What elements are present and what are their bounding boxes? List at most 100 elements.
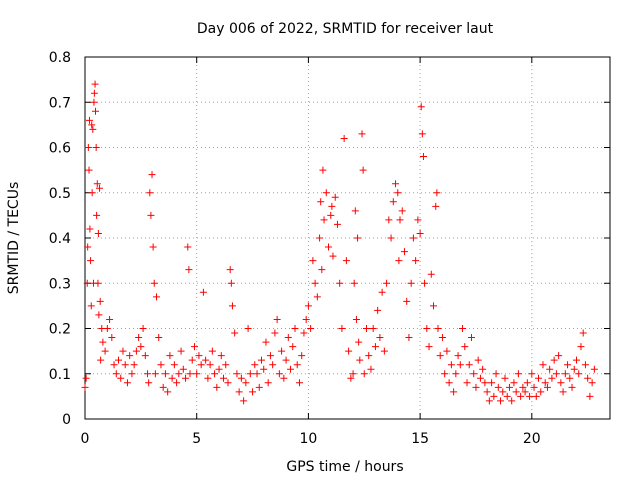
data-point xyxy=(443,347,451,355)
data-point xyxy=(94,229,102,237)
data-point xyxy=(123,379,131,387)
data-point xyxy=(108,334,116,342)
data-point xyxy=(84,144,92,151)
data-point xyxy=(590,365,598,373)
data-point xyxy=(112,370,120,378)
data-point xyxy=(231,329,239,337)
data-point xyxy=(170,361,178,369)
data-point xyxy=(208,347,216,355)
data-point xyxy=(395,257,403,265)
data-point xyxy=(342,257,350,265)
data-point xyxy=(237,374,245,382)
data-point xyxy=(483,388,491,396)
data-point xyxy=(345,347,353,355)
data-point xyxy=(365,352,373,360)
data-point xyxy=(266,352,274,360)
data-point xyxy=(561,370,569,378)
data-point xyxy=(91,80,99,88)
data-point xyxy=(121,361,129,369)
grid-lines xyxy=(85,57,610,419)
data-point xyxy=(499,388,507,396)
data-point xyxy=(394,189,402,197)
data-point xyxy=(87,302,95,310)
data-point xyxy=(86,225,94,233)
data-point xyxy=(206,361,214,369)
data-point xyxy=(452,370,460,378)
data-point xyxy=(186,370,194,378)
data-point xyxy=(432,202,440,210)
data-point xyxy=(519,383,527,391)
data-point xyxy=(253,370,261,378)
y-tick-label: 0.7 xyxy=(49,95,71,111)
data-point xyxy=(380,347,388,355)
data-point xyxy=(103,325,111,332)
data-point xyxy=(95,311,103,319)
data-point xyxy=(184,243,192,251)
data-point xyxy=(398,207,406,215)
x-axis-label: GPS time / hours xyxy=(286,459,403,475)
chart-title: Day 006 of 2022, SRMTID for receiver lau… xyxy=(197,21,494,37)
data-point xyxy=(552,370,560,378)
data-point xyxy=(436,352,444,360)
data-point xyxy=(403,297,411,305)
data-point xyxy=(584,374,592,382)
data-point xyxy=(532,392,540,400)
data-point xyxy=(505,383,513,391)
data-point xyxy=(222,361,230,369)
data-point xyxy=(242,379,250,387)
data-point xyxy=(559,388,567,396)
data-point xyxy=(197,361,205,369)
data-point xyxy=(262,338,270,346)
data-point xyxy=(485,397,493,405)
data-point xyxy=(371,343,379,351)
data-point xyxy=(90,89,98,97)
x-tick-label: 5 xyxy=(192,431,201,447)
data-point xyxy=(349,370,357,378)
data-point xyxy=(456,361,464,369)
data-point xyxy=(362,325,370,332)
data-point xyxy=(94,279,102,287)
data-point xyxy=(539,361,547,369)
y-axis-label: SRMTID / TECUs xyxy=(6,182,22,295)
data-point xyxy=(450,388,458,396)
data-point xyxy=(190,343,198,351)
data-point xyxy=(251,361,259,369)
data-points xyxy=(81,80,598,405)
data-point xyxy=(528,370,536,378)
data-point xyxy=(530,383,538,391)
data-point xyxy=(280,374,288,382)
data-point xyxy=(548,374,556,382)
data-point xyxy=(185,266,193,274)
data-point xyxy=(257,356,265,364)
data-point xyxy=(501,374,509,382)
data-point xyxy=(168,374,176,382)
data-point xyxy=(476,374,484,382)
data-point xyxy=(93,180,101,188)
data-point xyxy=(327,211,335,219)
data-point xyxy=(132,347,140,355)
data-point xyxy=(385,216,393,224)
data-point xyxy=(421,279,429,287)
data-point xyxy=(193,370,201,378)
y-tick-label: 0.2 xyxy=(49,322,71,338)
data-point xyxy=(93,211,101,219)
y-tick-label: 0 xyxy=(62,412,71,428)
data-point xyxy=(418,130,426,138)
data-point xyxy=(564,361,572,369)
data-point xyxy=(151,370,159,378)
data-point xyxy=(367,365,375,373)
data-point xyxy=(383,279,391,287)
data-point xyxy=(503,392,511,400)
data-point xyxy=(317,198,325,206)
data-point xyxy=(579,329,587,337)
data-point xyxy=(139,325,147,332)
data-point xyxy=(488,379,496,387)
x-tick-label: 15 xyxy=(411,431,429,447)
data-point xyxy=(459,325,467,332)
data-point xyxy=(141,352,149,360)
data-point xyxy=(152,293,160,301)
data-point xyxy=(497,397,505,405)
data-point xyxy=(90,98,98,106)
data-point xyxy=(115,356,123,364)
